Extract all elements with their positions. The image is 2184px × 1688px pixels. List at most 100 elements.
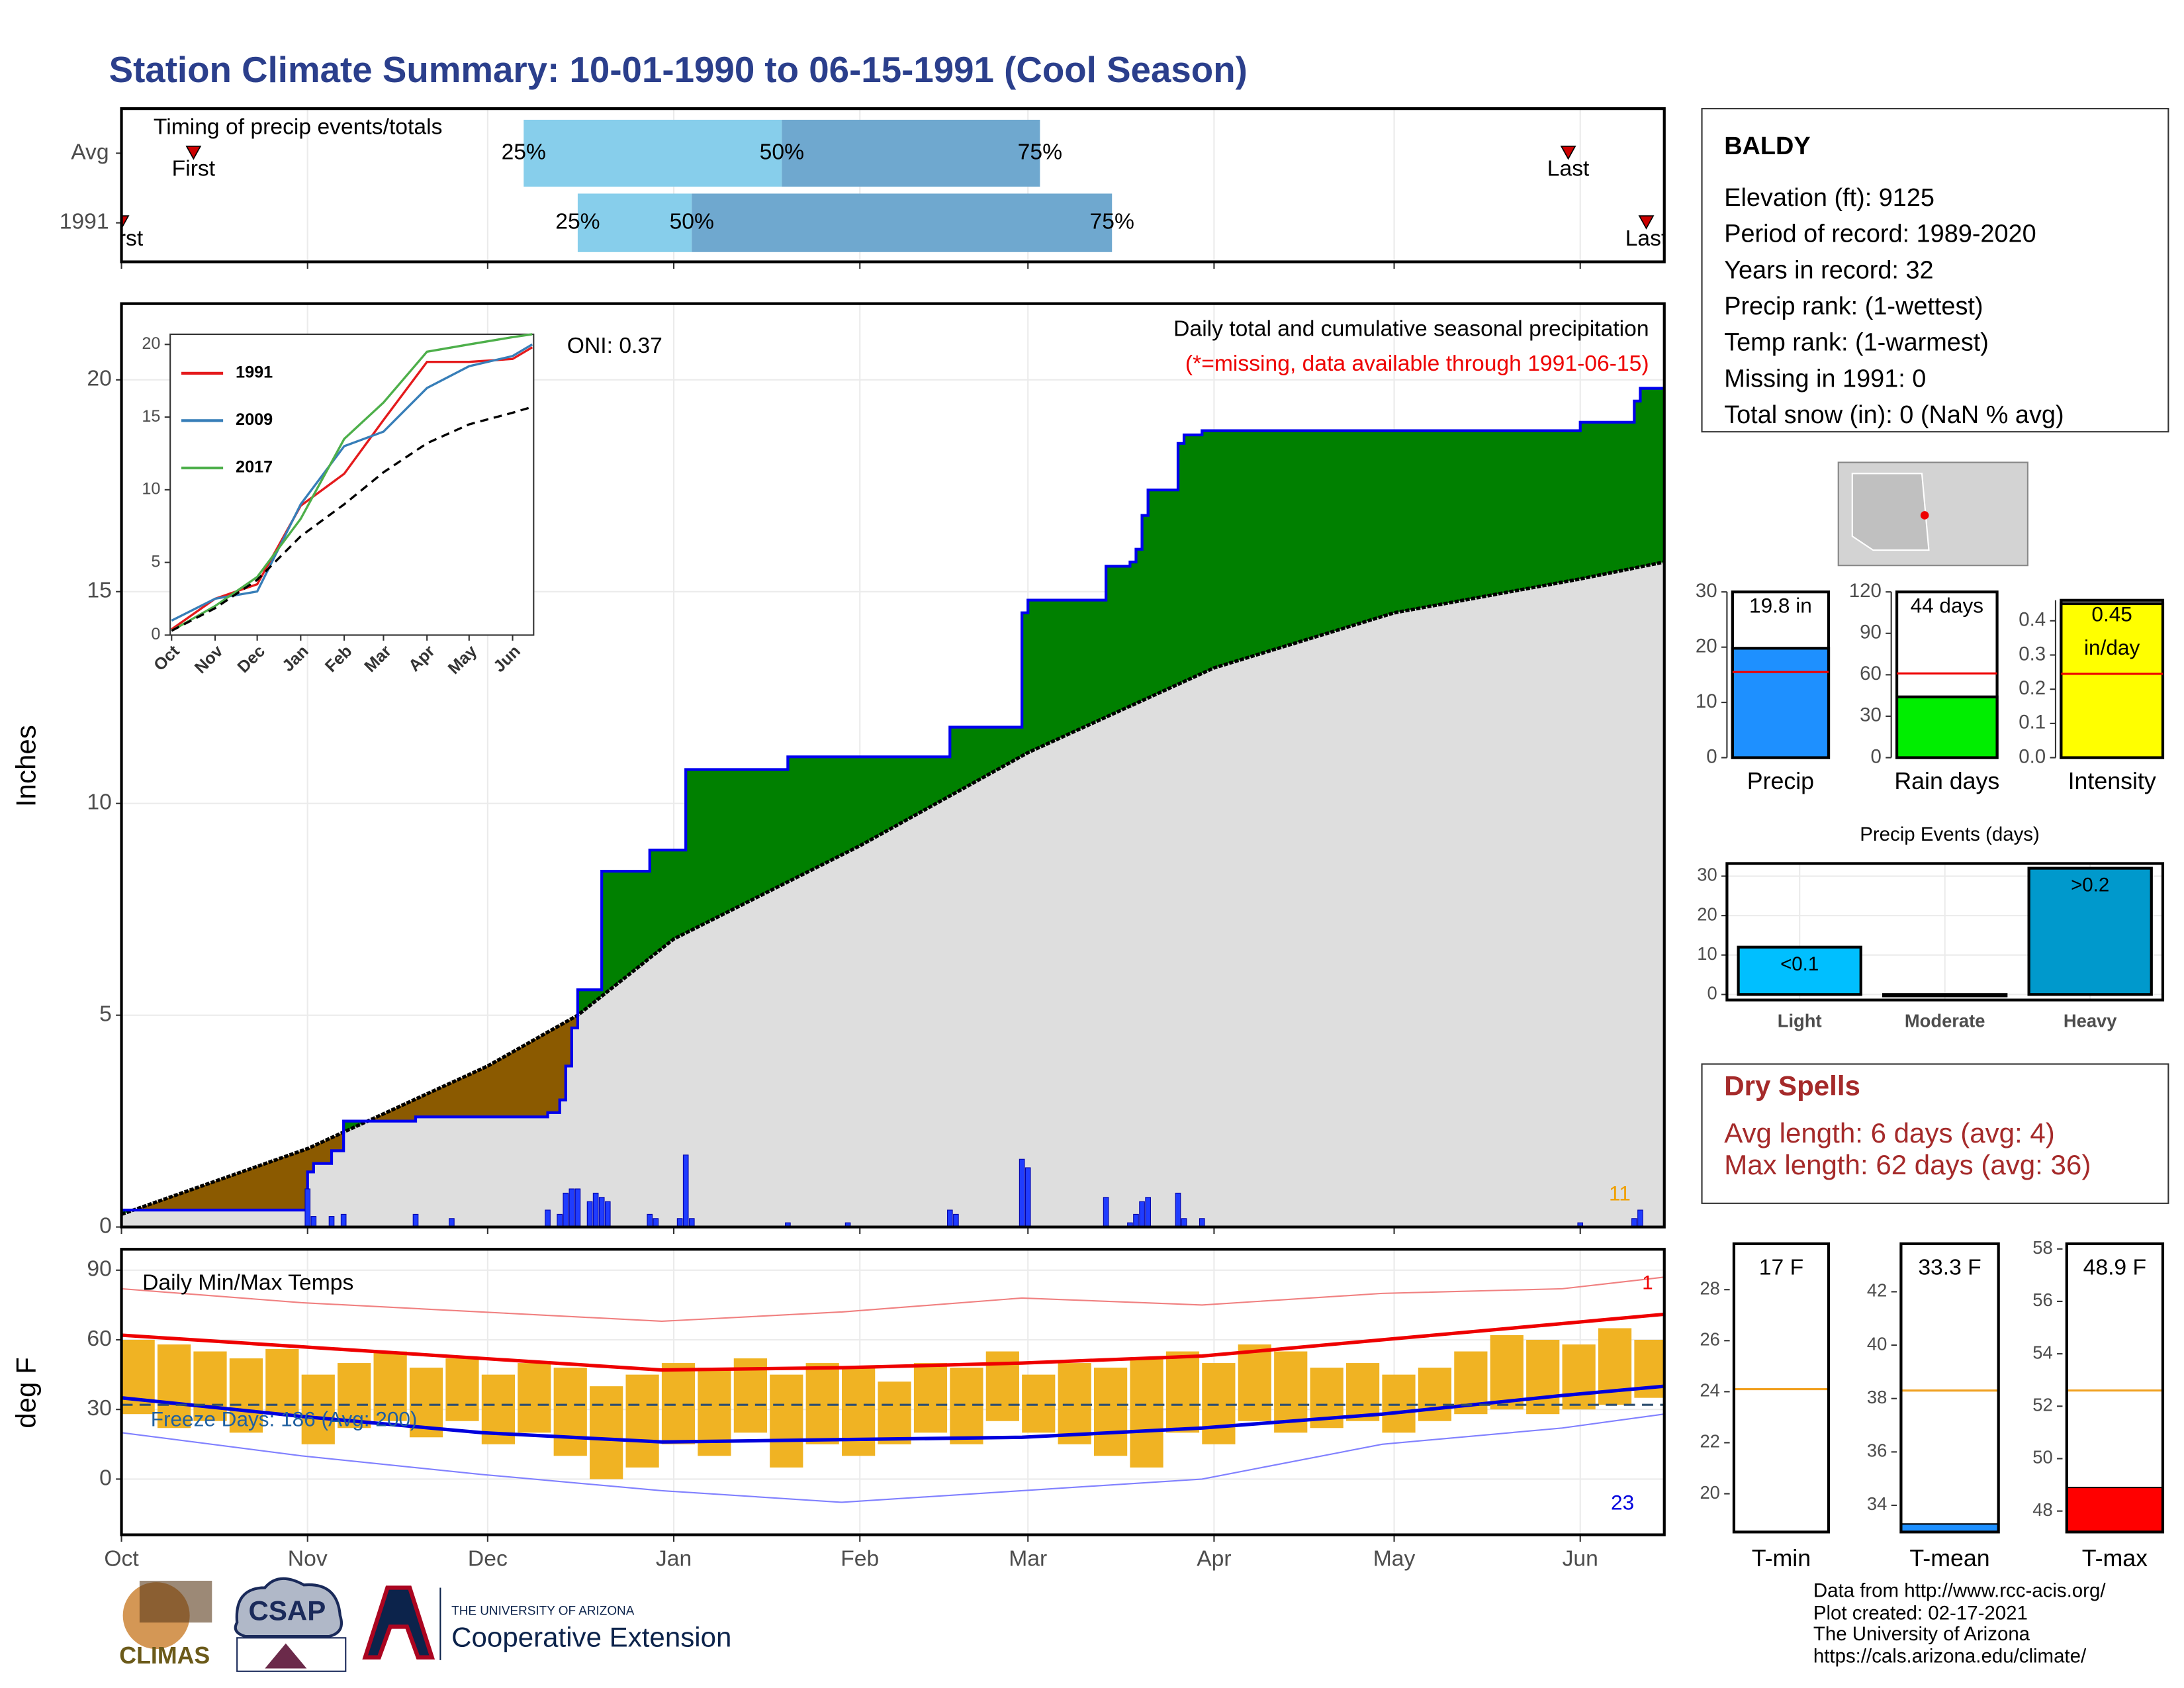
temp-range-bar — [553, 1368, 587, 1456]
y-tick-label: 58 — [2032, 1237, 2052, 1258]
value-label: 0.45 — [2091, 602, 2132, 626]
bar — [1895, 695, 1999, 759]
temp-range-bar — [842, 1368, 876, 1456]
y-tick-label: 22 — [1700, 1431, 1719, 1452]
temp-range-bar — [878, 1382, 911, 1444]
footer-line: The University of Arizona — [1813, 1623, 2030, 1645]
category-label: T-max — [2082, 1545, 2148, 1571]
footer-line: https://cals.arizona.edu/climate/ — [1813, 1645, 2087, 1667]
plot-border — [1725, 862, 2165, 1002]
x-tick-label: May — [1373, 1546, 1416, 1571]
temp-range-bar — [950, 1368, 983, 1444]
daily-precip-bar — [1127, 1222, 1133, 1227]
station-line: Precip rank: (1-wettest) — [1724, 293, 1983, 320]
chart-title: Daily Min/Max Temps — [142, 1271, 353, 1295]
y-tick-label: 90 — [87, 1257, 111, 1282]
event-marker — [1560, 146, 1576, 160]
category-label: Rain days — [1894, 768, 1999, 794]
daily-precip-bar — [1103, 1197, 1109, 1227]
freeze-label: Freeze Days: 186 (Avg: 200) — [151, 1407, 418, 1430]
category-label: Light — [1778, 1011, 1822, 1031]
y-tick-label: 60 — [87, 1327, 111, 1351]
category-label: T-min — [1752, 1545, 1811, 1571]
y-tick-label: 10 — [142, 480, 160, 498]
quantile-label: 25% — [555, 210, 600, 234]
temp-range-bar — [229, 1358, 263, 1433]
x-tick-label: Nov — [288, 1546, 328, 1571]
quantile-label: 75% — [1018, 140, 1062, 164]
temp-range-bar — [590, 1386, 623, 1479]
y-tick-label: 5 — [151, 552, 160, 571]
y-tick-label: 50 — [2032, 1447, 2052, 1468]
footer-line: Data from http://www.rcc-acis.org/ — [1813, 1580, 2106, 1602]
temp-range-bar — [157, 1344, 191, 1429]
dry-spells-line: Max length: 62 days (avg: 36) — [1724, 1149, 2091, 1180]
dry-spells-line: Avg length: 6 days (avg: 4) — [1724, 1117, 2055, 1149]
y-tick-label: 30 — [1860, 704, 1882, 726]
corner-label: 11 — [1609, 1182, 1631, 1205]
y-axis-label: deg F — [11, 1357, 42, 1429]
quantile-bar — [523, 119, 782, 187]
daily-precip-bar — [412, 1213, 419, 1227]
y-tick-label: 60 — [1860, 663, 1882, 684]
daily-precip-bar — [1133, 1213, 1139, 1227]
station-line: Temp rank: (1-warmest) — [1724, 329, 1989, 357]
daily-precip-bar — [569, 1188, 575, 1227]
bar — [2060, 602, 2165, 759]
y-tick-label: 0.4 — [2019, 609, 2046, 631]
daily-precip-bar — [946, 1209, 953, 1227]
y-tick-label: 48 — [2032, 1499, 2052, 1520]
x-tick-label: Oct — [104, 1546, 139, 1571]
cumulative-line — [121, 387, 1664, 1212]
inset-line — [171, 406, 533, 632]
logo-text: THE UNIVERSITY OF ARIZONA — [451, 1604, 635, 1618]
temp-range-bar — [1165, 1351, 1200, 1433]
daily-precip-bar — [682, 1154, 689, 1227]
daily-precip-bar — [647, 1213, 653, 1227]
daily-precip-bar — [310, 1216, 317, 1227]
daily-precip-bar — [1637, 1209, 1643, 1227]
y-tick-label: 0.3 — [2019, 643, 2046, 665]
value-label: <0.1 — [1780, 953, 1819, 975]
normal-max-line — [121, 1312, 1664, 1372]
max-count-label: 1 — [1642, 1272, 1653, 1294]
legend-label: 1991 — [236, 363, 273, 382]
quantile-label: 75% — [1090, 210, 1134, 234]
daily-precip-bar — [1577, 1222, 1584, 1227]
y-tick-label: 0 — [99, 1213, 112, 1238]
bar-frame — [1733, 1243, 1829, 1532]
normal-line — [121, 560, 1664, 1216]
plot-layer: 25% 50% 75% First Last 25% 50% 75% First Last — [100, 109, 1668, 262]
chart-subtitle: (*=missing, data available through 1991-… — [1185, 352, 1649, 376]
x-tick-label: Apr — [1197, 1546, 1231, 1571]
chart-title: Daily total and cumulative seasonal prec… — [1173, 317, 1649, 342]
station-line: Period of record: 1989-2020 — [1724, 220, 2036, 248]
y-tick-label: 10 — [1696, 690, 1717, 712]
quantile-bar — [577, 193, 692, 252]
footer-line: Plot created: 02-17-2021 — [1813, 1602, 2028, 1624]
y-tick-label: 20 — [87, 367, 111, 391]
temp-range-bar — [1202, 1363, 1236, 1444]
temp-range-bar — [1418, 1368, 1452, 1421]
x-tick-label: Feb — [841, 1546, 879, 1571]
event-label: Last — [1625, 226, 1668, 251]
daily-precip-bar — [563, 1192, 569, 1227]
temp-range-bar — [1058, 1363, 1091, 1444]
legend-label: 2009 — [236, 410, 273, 429]
station-line: Years in record: 32 — [1724, 256, 1933, 284]
y-tick-label: 20 — [1696, 635, 1717, 657]
dry-spells-box — [1701, 1063, 2169, 1204]
logo-text: Cooperative Extension — [451, 1621, 731, 1652]
y-tick-label: 38 — [1867, 1387, 1887, 1407]
x-tick-label: Dec — [468, 1546, 508, 1571]
event-label: First — [100, 226, 144, 251]
record-max-line — [121, 1276, 1664, 1323]
bar-border — [1732, 1242, 1831, 1534]
plot-border — [120, 302, 1666, 1229]
y-tick-label: 90 — [1860, 622, 1882, 643]
y-axis-label: Inches — [11, 725, 42, 807]
y-tick-label: 5 — [99, 1002, 112, 1027]
logo-text: CSAP — [248, 1595, 326, 1626]
temp-range-bar — [1382, 1374, 1416, 1433]
plot-border — [120, 1248, 1666, 1536]
